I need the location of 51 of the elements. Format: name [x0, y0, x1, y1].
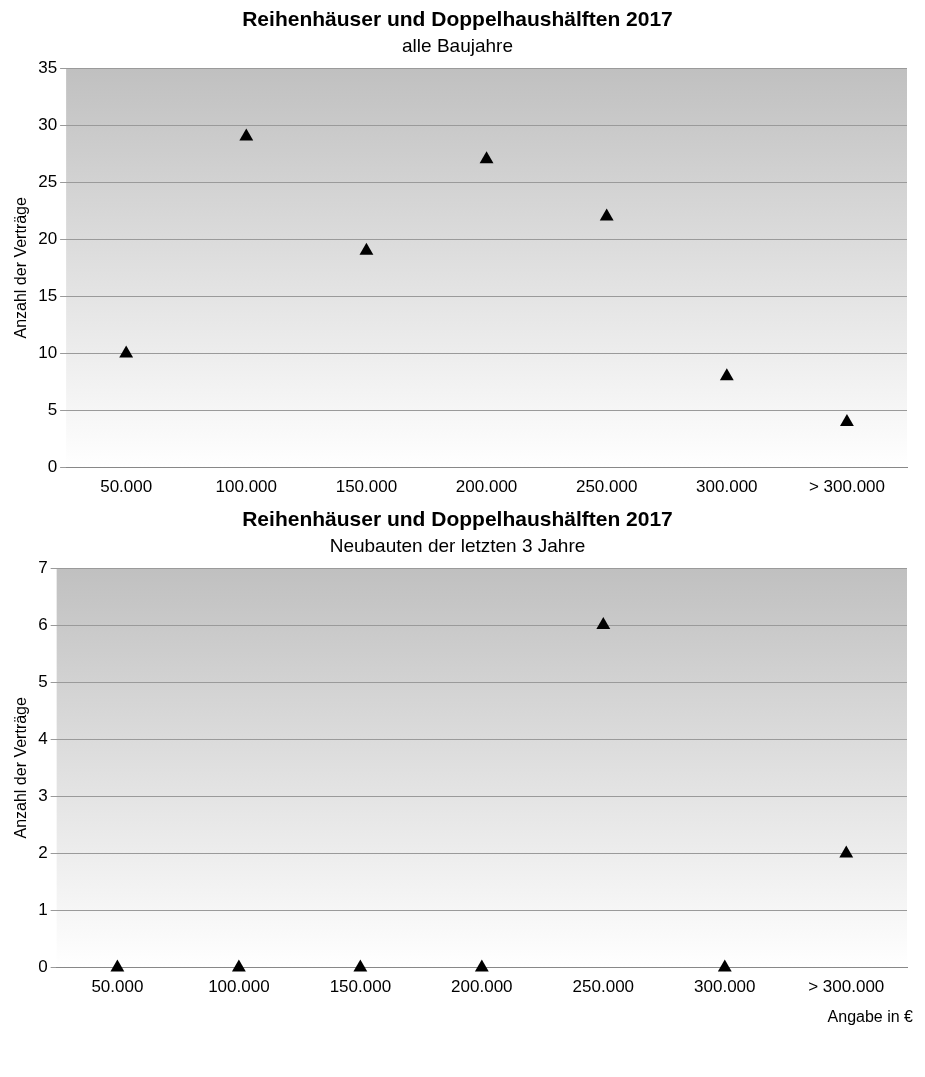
- x-tick-label: 300.000: [694, 977, 756, 997]
- point: [839, 845, 854, 858]
- point: [717, 959, 732, 972]
- y-tick-label: 20: [38, 228, 58, 248]
- y-tick-label: 10: [38, 343, 58, 363]
- x-tick-label: 50.000: [100, 477, 153, 497]
- y-tick-label: 0: [38, 957, 48, 977]
- y-tick-label: 25: [38, 171, 58, 191]
- x-tick-label: 200.000: [455, 477, 518, 497]
- x-tick-label: 300.000: [696, 477, 758, 497]
- y-axis-title: Anzahl der Verträge: [12, 196, 30, 339]
- x-tick-label: 200.000: [451, 977, 513, 997]
- chart-title: Reihenhäuser und Doppelhaushälften 2017: [242, 7, 673, 31]
- point: [479, 151, 494, 164]
- x-tick-label: 50.000: [91, 977, 144, 997]
- point: [596, 617, 611, 630]
- point: [474, 959, 489, 972]
- x-tick-label: 250.000: [572, 977, 635, 997]
- y-tick-label: 0: [47, 457, 58, 477]
- point: [353, 959, 368, 972]
- x-tick-label: 150.000: [335, 477, 398, 497]
- y-tick-label: 4: [38, 728, 48, 748]
- y-tick-label: 15: [38, 286, 58, 306]
- x-tick-label: 100.000: [208, 977, 270, 997]
- chart-subtitle: alle Baujahre: [402, 34, 513, 56]
- x-tick-label: 150.000: [329, 977, 392, 997]
- y-tick-label: 5: [38, 671, 48, 691]
- chart-title: Reihenhäuser und Doppelhaushälften 2017: [242, 507, 673, 531]
- y-tick-label: 30: [38, 114, 58, 134]
- y-tick-label: 1: [38, 900, 48, 920]
- x-tick-label: 100.000: [215, 477, 278, 497]
- point: [110, 959, 125, 972]
- chart-subtitle: Neubauten der letzten 3 Jahre: [329, 534, 586, 556]
- point: [719, 368, 734, 381]
- y-axis-title: Anzahl der Verträge: [12, 696, 30, 839]
- y-tick-label: 7: [38, 557, 48, 577]
- x-tick-label: > 300.000: [808, 477, 885, 497]
- text: Angabe in €: [826, 1008, 914, 1026]
- point: [239, 128, 254, 141]
- point: [840, 413, 854, 426]
- y-tick-label: 6: [38, 614, 48, 634]
- y-tick-label: 3: [38, 786, 48, 806]
- x-tick-label: > 300.000: [808, 977, 885, 997]
- y-tick-label: 35: [38, 57, 58, 77]
- y-tick-label: 5: [47, 400, 58, 420]
- y-tick-label: 2: [38, 843, 48, 863]
- x-tick-label: 250.000: [575, 477, 638, 497]
- point: [231, 959, 246, 972]
- point: [359, 242, 374, 255]
- point: [119, 345, 134, 358]
- point: [599, 208, 614, 221]
